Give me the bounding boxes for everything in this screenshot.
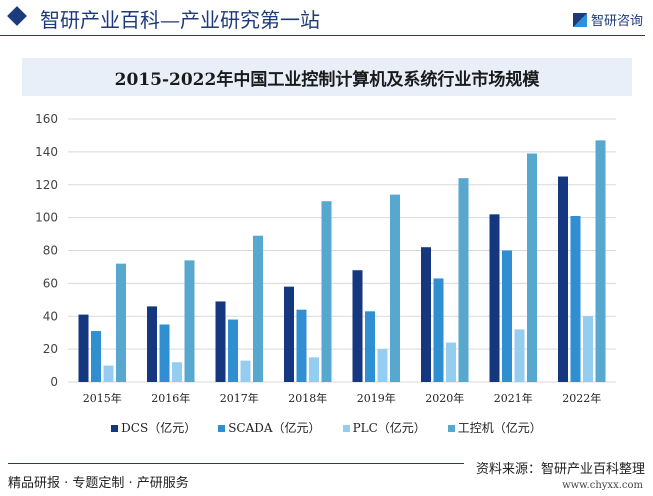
y-tick-label: 60 xyxy=(43,276,58,290)
legend-item: 工控机（亿元） xyxy=(447,419,542,436)
bar-0-0 xyxy=(78,314,89,382)
bar-1-6 xyxy=(502,250,512,382)
bar-2-3 xyxy=(309,357,319,382)
header-divider xyxy=(0,35,645,36)
bar-2-4 xyxy=(377,349,388,382)
bar-0-7 xyxy=(558,176,568,382)
bar-0-5 xyxy=(421,247,431,382)
y-tick-label: 20 xyxy=(43,342,58,356)
legend-label: DCS（亿元） xyxy=(121,421,197,435)
x-tick-label: 2017年 xyxy=(220,391,259,405)
bar-0-1 xyxy=(147,306,157,382)
x-tick-label: 2018年 xyxy=(288,391,327,405)
x-tick-label: 2019年 xyxy=(357,391,396,405)
source-url: www.chyxx.com xyxy=(562,480,643,491)
legend-item: PLC（亿元） xyxy=(342,419,426,436)
logo-text: 智研咨询 xyxy=(590,14,643,29)
bar-0-3 xyxy=(284,286,294,382)
bar-3-1 xyxy=(184,260,195,382)
legend-swatch xyxy=(111,425,119,432)
header-title: 智研产业百科—产业研究第一站 xyxy=(40,8,320,32)
bar-3-6 xyxy=(527,153,537,382)
y-tick-label: 120 xyxy=(35,178,58,192)
bar-3-3 xyxy=(321,201,332,382)
brand-logo: 智研咨询 xyxy=(572,10,643,29)
legend-item: SCADA（亿元） xyxy=(218,419,321,436)
bar-1-0 xyxy=(91,331,101,382)
bar-2-7 xyxy=(583,316,593,382)
bar-0-2 xyxy=(215,301,226,382)
bar-2-2 xyxy=(240,360,251,382)
bar-1-4 xyxy=(365,311,375,382)
x-tick-label: 2022年 xyxy=(562,391,601,405)
bar-1-7 xyxy=(570,215,581,382)
bar-3-2 xyxy=(253,235,263,382)
y-tick-label: 80 xyxy=(43,244,58,258)
footer-slogan: 精品研报 · 专题定制 · 产研服务 xyxy=(8,476,189,491)
y-tick-label: 100 xyxy=(35,211,58,225)
bar-3-5 xyxy=(458,178,469,382)
bar-0-6 xyxy=(489,214,500,382)
bar-1-1 xyxy=(159,324,170,382)
y-tick-label: 40 xyxy=(43,309,58,323)
legend-swatch xyxy=(342,425,350,432)
bar-2-6 xyxy=(514,329,525,382)
legend-label: SCADA（亿元） xyxy=(228,421,321,435)
bar-0-4 xyxy=(352,270,363,382)
bar-1-5 xyxy=(433,278,444,382)
legend: DCS（亿元） SCADA（亿元） PLC（亿元） 工控机（亿元） xyxy=(0,419,653,436)
bar-1-3 xyxy=(296,309,307,382)
x-tick-label: 2021年 xyxy=(494,391,533,405)
legend-swatch xyxy=(218,425,226,432)
y-tick-label: 140 xyxy=(35,145,58,159)
bar-3-0 xyxy=(116,263,126,382)
bar-3-4 xyxy=(390,194,400,382)
x-tick-label: 2020年 xyxy=(425,391,464,405)
data-source: 资料来源：智研产业百科整理 xyxy=(475,462,645,477)
logo-icon xyxy=(572,12,587,27)
legend-label: 工控机（亿元） xyxy=(457,421,542,435)
bar-1-2 xyxy=(228,319,238,382)
bar-3-7 xyxy=(595,140,606,382)
bar-2-1 xyxy=(172,362,182,382)
bar-2-0 xyxy=(103,365,114,382)
legend-label: PLC（亿元） xyxy=(352,421,426,435)
y-tick-label: 0 xyxy=(50,375,58,389)
legend-item: DCS（亿元） xyxy=(111,419,196,436)
footer-divider xyxy=(8,463,464,464)
legend-swatch xyxy=(447,425,455,432)
x-tick-label: 2015年 xyxy=(83,391,122,405)
x-tick-label: 2016年 xyxy=(151,391,190,405)
bar-2-5 xyxy=(446,342,456,382)
chart-title: 2015-2022年中国工业控制计算机及系统行业市场规模 xyxy=(22,58,632,96)
y-tick-label: 160 xyxy=(35,112,58,126)
